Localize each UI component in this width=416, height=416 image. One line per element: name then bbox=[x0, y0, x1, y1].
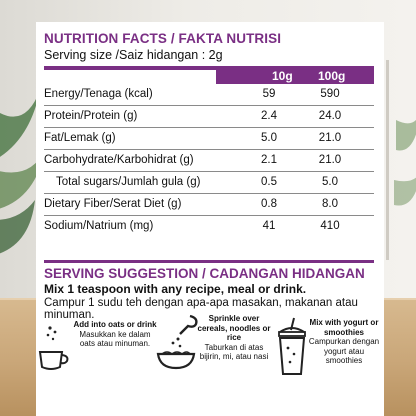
table-row: Protein/Protein (g) 2.4 24.0 bbox=[44, 108, 374, 128]
value-100g: 590 bbox=[320, 88, 340, 100]
value-100g: 21.0 bbox=[318, 154, 342, 166]
value-10g: 0.5 bbox=[261, 176, 277, 188]
column-header: 10g 100g bbox=[216, 68, 374, 84]
table-row: Fat/Lemak (g) 5.0 21.0 bbox=[44, 130, 374, 150]
suggestion-malay: Campur 1 sudu teh dengan apa-apa masakan… bbox=[44, 297, 358, 321]
value-100g: 21.0 bbox=[318, 132, 342, 144]
tip-cereals: Sprinkle over cereals, noodles or rice T… bbox=[194, 314, 274, 362]
tip-label: Sprinkle over cereals, noodles or rice bbox=[197, 314, 271, 342]
table-row: Sodium/Natrium (mg) 41 410 bbox=[44, 218, 374, 238]
table-row: Dietary Fiber/Serat Diet (g) 0.8 8.0 bbox=[44, 196, 374, 216]
tip-yogurt: Mix with yogurt or smoothies Campurkan d… bbox=[306, 318, 382, 366]
tip-oats: Add into oats or drink Masukkan ke dalam… bbox=[72, 320, 158, 349]
bowl-icon bbox=[156, 314, 198, 370]
value-10g: 5.0 bbox=[261, 132, 277, 144]
value-10g: 59 bbox=[262, 88, 276, 100]
tip-label-malay: Campurkan dengan yogurt atau smoothies bbox=[308, 337, 380, 365]
value-10g: 2.1 bbox=[261, 154, 277, 166]
value-10g: 2.4 bbox=[261, 110, 277, 122]
row-divider bbox=[44, 215, 374, 216]
serving-size: Serving size /Saiz hidangan : 2g bbox=[44, 48, 223, 62]
row-divider bbox=[44, 193, 374, 194]
plant-icon bbox=[0, 90, 45, 254]
value-100g: 24.0 bbox=[318, 110, 342, 122]
tip-label-malay: Masukkan ke dalam oats atau minuman. bbox=[79, 329, 151, 349]
suggestion-title: SERVING SUGGESTION / CADANGAN HIDANGAN bbox=[44, 266, 365, 281]
row-label: Fat/Lemak (g) bbox=[44, 132, 116, 144]
value-10g: 41 bbox=[262, 220, 276, 232]
table-row: Energy/Tenaga (kcal) 59 590 bbox=[44, 86, 374, 106]
row-divider bbox=[44, 171, 374, 172]
tip-label: Mix with yogurt or smoothies bbox=[309, 318, 379, 337]
section-divider bbox=[44, 260, 374, 263]
suggestion-english: Mix 1 teaspoon with any recipe, meal or … bbox=[44, 282, 307, 296]
row-label: Sodium/Natrium (mg) bbox=[44, 220, 154, 232]
window-icon bbox=[386, 60, 416, 260]
row-label: Total sugars/Jumlah gula (g) bbox=[56, 176, 201, 188]
smoothie-icon bbox=[278, 317, 306, 375]
row-divider bbox=[44, 105, 374, 106]
value-10g: 0.8 bbox=[261, 198, 277, 210]
cup-icon bbox=[38, 326, 69, 370]
tip-label-malay: Taburkan di atas bijirin, mi, atau nasi bbox=[199, 342, 269, 362]
value-100g: 8.0 bbox=[322, 198, 338, 210]
nutrition-title: NUTRITION FACTS / FAKTA NUTRISI bbox=[44, 31, 282, 46]
nutrition-card: NUTRITION FACTS / FAKTA NUTRISI Serving … bbox=[36, 22, 384, 416]
value-100g: 5.0 bbox=[322, 176, 338, 188]
value-100g: 410 bbox=[320, 220, 340, 232]
table-row: Carbohydrate/Karbohidrat (g) 2.1 21.0 bbox=[44, 152, 374, 172]
row-divider bbox=[44, 127, 374, 128]
row-label: Protein/Protein (g) bbox=[44, 110, 138, 122]
column-10g: 10g bbox=[272, 69, 293, 83]
row-divider bbox=[44, 149, 374, 150]
table-row: Total sugars/Jumlah gula (g) 0.5 5.0 bbox=[44, 174, 374, 194]
tip-label: Add into oats or drink bbox=[73, 320, 157, 329]
row-label: Energy/Tenaga (kcal) bbox=[44, 88, 153, 100]
column-100g: 100g bbox=[318, 69, 346, 83]
row-label: Dietary Fiber/Serat Diet (g) bbox=[44, 198, 182, 210]
row-label: Carbohydrate/Karbohidrat (g) bbox=[44, 154, 194, 166]
title-divider bbox=[44, 66, 374, 70]
